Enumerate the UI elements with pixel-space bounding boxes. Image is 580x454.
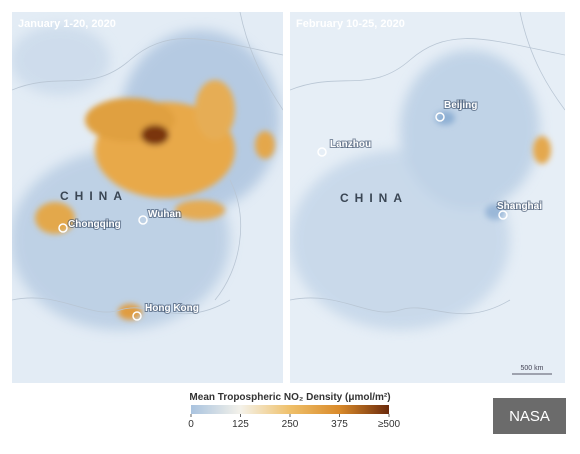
map-left (12, 12, 283, 383)
colorbar-tick-label: 250 (282, 419, 299, 430)
panel-title: January 1-20, 2020 (18, 18, 116, 30)
map-right (290, 12, 565, 383)
colorbar-tick-label: 375 (331, 419, 348, 430)
country-label: CHINA (60, 189, 128, 203)
city-label: Wuhan (148, 209, 181, 220)
colorbar-title: Mean Tropospheric NO₂ Density (μmol/m²) (189, 392, 390, 403)
credit-box (493, 398, 566, 434)
city-label: Hong Kong (145, 303, 199, 314)
colorbar-tick-label: ≥500 (378, 419, 401, 430)
city-marker (498, 210, 508, 220)
city-marker (138, 215, 148, 225)
panel-title: February 10-25, 2020 (296, 18, 405, 30)
city-marker (58, 223, 68, 233)
city-label: Chongqing (68, 219, 121, 230)
city-label: Shanghai (497, 201, 542, 212)
credit: NASA (509, 408, 550, 425)
scale-label: 500 km (521, 365, 544, 372)
country-label: CHINA (340, 191, 408, 205)
colorbar (191, 405, 389, 414)
city-label: Lanzhou (330, 139, 371, 150)
colorbar-tick-label: 125 (232, 419, 249, 430)
colorbar-tick-label: 0 (188, 419, 194, 430)
city-marker (132, 311, 142, 321)
city-label: Beijing (444, 100, 477, 111)
city-marker (317, 147, 327, 157)
city-marker (435, 112, 445, 122)
